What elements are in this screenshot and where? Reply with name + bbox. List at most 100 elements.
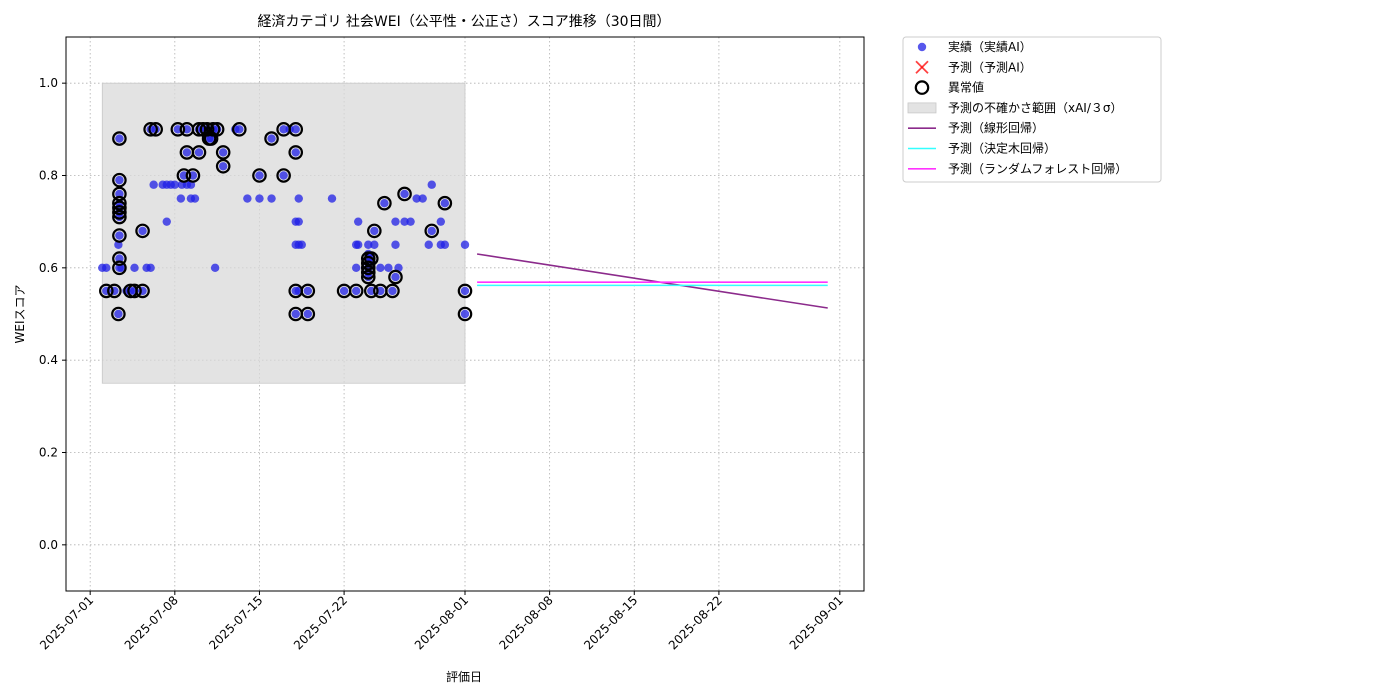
anomaly-point xyxy=(288,122,304,137)
anomaly-point xyxy=(135,283,150,299)
actual-point xyxy=(102,263,111,273)
actual-point xyxy=(427,180,436,189)
actual-point xyxy=(460,240,470,249)
anomaly-point xyxy=(112,131,127,146)
anomaly-point xyxy=(300,283,316,299)
series-line-linear xyxy=(476,253,828,309)
legend-handle-anomaly xyxy=(914,80,930,95)
actual-point xyxy=(353,217,363,226)
anomaly-point xyxy=(191,145,207,160)
actual-point xyxy=(130,263,139,273)
actual-point xyxy=(218,162,228,171)
actual-point xyxy=(291,125,300,134)
x-tick-label: 2025-07-22 xyxy=(291,593,350,652)
actual-point xyxy=(412,194,421,203)
actual-point xyxy=(291,309,300,319)
actual-point xyxy=(418,194,427,203)
actual-point xyxy=(114,309,123,319)
y-tick-label: 0.2 xyxy=(39,446,58,460)
actual-point xyxy=(279,171,288,180)
actual-point xyxy=(400,189,409,199)
anomaly-point xyxy=(367,223,382,239)
actual-point xyxy=(115,231,124,240)
anomaly-point xyxy=(215,158,231,174)
x-tick-label: 2025-08-22 xyxy=(666,593,725,652)
legend-frame xyxy=(902,36,1162,183)
chart-title: 経済カテゴリ 社会WEI（公平性・公正さ）スコア推移（30日間） xyxy=(257,13,670,30)
y-tick-label: 0.6 xyxy=(39,261,58,275)
actual-point xyxy=(255,171,264,180)
actual-point xyxy=(364,240,373,249)
anomaly-point xyxy=(360,269,376,285)
actual-point xyxy=(255,194,264,203)
legend-label-forest: 予測（ランダムフォレスト回帰） xyxy=(948,161,1127,176)
x-axis-label: 評価日 xyxy=(446,669,482,684)
actual-point xyxy=(351,263,361,273)
actual-point xyxy=(243,194,252,203)
anomaly-point xyxy=(185,168,201,183)
y-tick-label: 1.0 xyxy=(39,76,58,90)
actual-point xyxy=(303,286,313,296)
legend-label-forecast: 予測（予測AI） xyxy=(948,60,1032,74)
legend-label-uncertainty: 予測の不確かさ範囲（xAI/３σ） xyxy=(948,100,1123,115)
legend-label-anomaly: 異常値 xyxy=(948,80,984,95)
x-tick-label: 2025-07-01 xyxy=(37,593,96,652)
actual-point xyxy=(146,263,155,273)
actual-point xyxy=(267,134,276,143)
actual-point xyxy=(391,272,400,282)
y-axis-label: WEIスコア xyxy=(13,285,27,344)
anomaly-point xyxy=(360,265,376,280)
x-tick-label: 2025-08-15 xyxy=(581,593,640,652)
anomaly-point xyxy=(112,186,127,202)
actual-point xyxy=(436,217,446,226)
actual-point xyxy=(294,194,303,203)
actual-point xyxy=(176,194,186,203)
anomaly-point xyxy=(135,223,150,239)
actual-point xyxy=(427,226,436,236)
actual-point xyxy=(194,148,204,157)
y-tick-label: 0.0 xyxy=(39,538,58,552)
anomaly-point xyxy=(457,306,473,322)
actual-point xyxy=(380,199,389,208)
actual-point xyxy=(376,263,385,273)
actual-point xyxy=(115,254,124,263)
anomaly-point xyxy=(127,283,142,299)
anomaly-point xyxy=(112,200,127,216)
anomaly-point xyxy=(363,283,379,299)
anomaly-point xyxy=(199,122,215,137)
anomaly-point xyxy=(143,122,158,137)
actual-point xyxy=(391,240,400,249)
actual-point xyxy=(190,194,200,203)
actual-point xyxy=(279,125,288,134)
anomaly-point xyxy=(377,195,392,211)
actual-point xyxy=(327,194,337,203)
anomaly-point xyxy=(264,131,279,146)
anomaly-point xyxy=(360,260,376,276)
x-tick-label: 2025-07-08 xyxy=(122,593,181,652)
anomaly-point xyxy=(300,306,316,322)
x-tick-label: 2025-09-01 xyxy=(787,593,846,652)
actual-point xyxy=(291,148,300,157)
legend-label-linear: 予測（線形回帰） xyxy=(948,120,1044,135)
anomaly-point xyxy=(397,186,412,202)
x-tick-label: 2025-08-08 xyxy=(497,593,556,652)
legend-handle-actual xyxy=(917,42,927,52)
actual-point xyxy=(115,175,124,185)
actual-point xyxy=(384,263,393,273)
actual-point xyxy=(351,286,361,296)
anomaly-point xyxy=(424,223,440,239)
actual-point xyxy=(353,240,363,249)
anomaly-point xyxy=(112,251,127,266)
actual-point xyxy=(115,189,124,199)
actual-point xyxy=(149,180,158,189)
actual-point xyxy=(267,194,276,203)
actual-point xyxy=(303,309,313,319)
actual-point xyxy=(182,148,192,157)
anomaly-point xyxy=(209,122,225,137)
legend-handle-uncertainty xyxy=(907,102,937,114)
actual-point xyxy=(115,134,124,143)
anomaly-point xyxy=(170,122,186,137)
anomaly-point xyxy=(111,306,126,322)
